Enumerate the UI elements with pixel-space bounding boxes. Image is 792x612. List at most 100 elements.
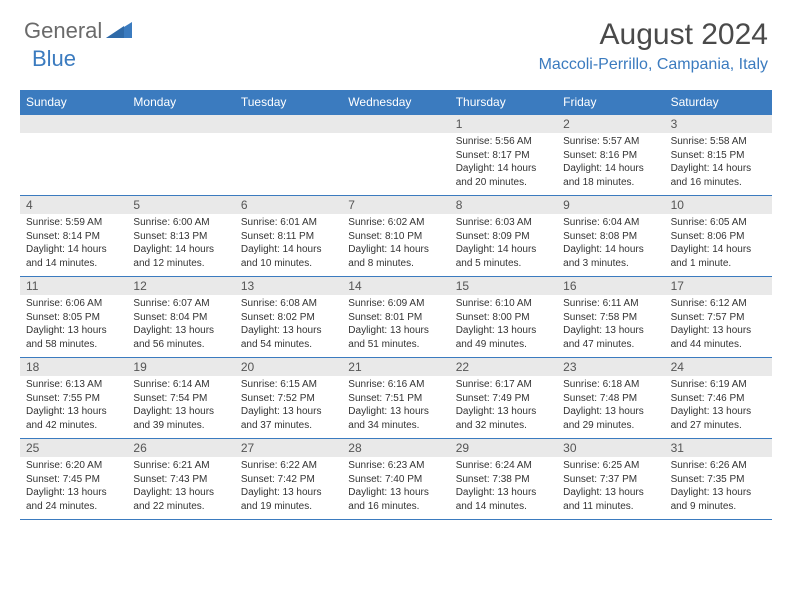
- info-row: Sunrise: 5:59 AMSunset: 8:14 PMDaylight:…: [20, 214, 772, 276]
- date-number: [235, 115, 342, 133]
- day-cell: Sunrise: 6:11 AMSunset: 7:58 PMDaylight:…: [557, 295, 664, 357]
- day-cell: Sunrise: 6:18 AMSunset: 7:48 PMDaylight:…: [557, 376, 664, 438]
- day-cell: [20, 133, 127, 195]
- date-row: 11121314151617: [20, 276, 772, 295]
- day-header-cell: Saturday: [665, 90, 772, 114]
- day-cell: Sunrise: 6:03 AMSunset: 8:09 PMDaylight:…: [450, 214, 557, 276]
- day-cell: Sunrise: 5:58 AMSunset: 8:15 PMDaylight:…: [665, 133, 772, 195]
- date-number: [342, 115, 449, 133]
- location: Maccoli-Perrillo, Campania, Italy: [539, 56, 768, 74]
- day-cell: Sunrise: 6:17 AMSunset: 7:49 PMDaylight:…: [450, 376, 557, 438]
- date-number: 5: [127, 196, 234, 214]
- day-header-cell: Monday: [127, 90, 234, 114]
- day-header-row: SundayMondayTuesdayWednesdayThursdayFrid…: [20, 90, 772, 114]
- day-cell: Sunrise: 5:59 AMSunset: 8:14 PMDaylight:…: [20, 214, 127, 276]
- date-number: 7: [342, 196, 449, 214]
- date-number: 10: [665, 196, 772, 214]
- logo-text-blue-wrap: Blue: [32, 46, 76, 72]
- logo-text-blue: Blue: [32, 46, 76, 71]
- day-cell: Sunrise: 6:20 AMSunset: 7:45 PMDaylight:…: [20, 457, 127, 519]
- day-header-cell: Sunday: [20, 90, 127, 114]
- header: General August 2024 Maccoli-Perrillo, Ca…: [0, 0, 792, 82]
- day-cell: Sunrise: 6:19 AMSunset: 7:46 PMDaylight:…: [665, 376, 772, 438]
- date-number: 24: [665, 358, 772, 376]
- date-number: 9: [557, 196, 664, 214]
- day-header-cell: Tuesday: [235, 90, 342, 114]
- date-number: 23: [557, 358, 664, 376]
- info-row: Sunrise: 6:13 AMSunset: 7:55 PMDaylight:…: [20, 376, 772, 438]
- date-row: 45678910: [20, 195, 772, 214]
- date-number: 6: [235, 196, 342, 214]
- date-number: 25: [20, 439, 127, 457]
- logo: General: [24, 18, 134, 44]
- day-cell: Sunrise: 6:24 AMSunset: 7:38 PMDaylight:…: [450, 457, 557, 519]
- logo-text-general: General: [24, 18, 102, 44]
- date-number: 26: [127, 439, 234, 457]
- day-cell: Sunrise: 6:07 AMSunset: 8:04 PMDaylight:…: [127, 295, 234, 357]
- date-number: 17: [665, 277, 772, 295]
- date-number: 28: [342, 439, 449, 457]
- date-row: 18192021222324: [20, 357, 772, 376]
- day-cell: Sunrise: 6:13 AMSunset: 7:55 PMDaylight:…: [20, 376, 127, 438]
- date-number: [127, 115, 234, 133]
- day-cell: Sunrise: 6:09 AMSunset: 8:01 PMDaylight:…: [342, 295, 449, 357]
- date-number: 19: [127, 358, 234, 376]
- date-number: 16: [557, 277, 664, 295]
- day-cell: [342, 133, 449, 195]
- date-number: [20, 115, 127, 133]
- date-number: 8: [450, 196, 557, 214]
- date-number: 31: [665, 439, 772, 457]
- day-cell: Sunrise: 6:10 AMSunset: 8:00 PMDaylight:…: [450, 295, 557, 357]
- day-cell: [235, 133, 342, 195]
- date-number: 2: [557, 115, 664, 133]
- day-header-cell: Wednesday: [342, 90, 449, 114]
- date-number: 21: [342, 358, 449, 376]
- calendar: SundayMondayTuesdayWednesdayThursdayFrid…: [20, 90, 772, 520]
- info-row: Sunrise: 5:56 AMSunset: 8:17 PMDaylight:…: [20, 133, 772, 195]
- day-cell: Sunrise: 6:26 AMSunset: 7:35 PMDaylight:…: [665, 457, 772, 519]
- day-cell: Sunrise: 5:56 AMSunset: 8:17 PMDaylight:…: [450, 133, 557, 195]
- bottom-rule: [20, 519, 772, 520]
- date-number: 27: [235, 439, 342, 457]
- day-cell: Sunrise: 6:15 AMSunset: 7:52 PMDaylight:…: [235, 376, 342, 438]
- day-cell: Sunrise: 6:22 AMSunset: 7:42 PMDaylight:…: [235, 457, 342, 519]
- month-title: August 2024: [539, 18, 768, 52]
- date-number: 3: [665, 115, 772, 133]
- calendar-weeks: 123Sunrise: 5:56 AMSunset: 8:17 PMDaylig…: [20, 114, 772, 519]
- title-block: August 2024 Maccoli-Perrillo, Campania, …: [539, 18, 768, 74]
- date-number: 12: [127, 277, 234, 295]
- day-cell: Sunrise: 6:23 AMSunset: 7:40 PMDaylight:…: [342, 457, 449, 519]
- date-number: 13: [235, 277, 342, 295]
- date-row: 123: [20, 114, 772, 133]
- day-cell: Sunrise: 6:00 AMSunset: 8:13 PMDaylight:…: [127, 214, 234, 276]
- day-cell: Sunrise: 6:01 AMSunset: 8:11 PMDaylight:…: [235, 214, 342, 276]
- day-cell: Sunrise: 6:12 AMSunset: 7:57 PMDaylight:…: [665, 295, 772, 357]
- date-number: 15: [450, 277, 557, 295]
- day-cell: Sunrise: 6:08 AMSunset: 8:02 PMDaylight:…: [235, 295, 342, 357]
- day-cell: Sunrise: 6:06 AMSunset: 8:05 PMDaylight:…: [20, 295, 127, 357]
- day-cell: Sunrise: 6:05 AMSunset: 8:06 PMDaylight:…: [665, 214, 772, 276]
- day-cell: Sunrise: 6:04 AMSunset: 8:08 PMDaylight:…: [557, 214, 664, 276]
- date-number: 1: [450, 115, 557, 133]
- day-cell: Sunrise: 6:16 AMSunset: 7:51 PMDaylight:…: [342, 376, 449, 438]
- day-cell: Sunrise: 6:02 AMSunset: 8:10 PMDaylight:…: [342, 214, 449, 276]
- logo-triangle-icon: [106, 20, 132, 43]
- date-number: 14: [342, 277, 449, 295]
- day-cell: Sunrise: 5:57 AMSunset: 8:16 PMDaylight:…: [557, 133, 664, 195]
- day-cell: [127, 133, 234, 195]
- date-number: 11: [20, 277, 127, 295]
- info-row: Sunrise: 6:20 AMSunset: 7:45 PMDaylight:…: [20, 457, 772, 519]
- date-number: 29: [450, 439, 557, 457]
- date-number: 20: [235, 358, 342, 376]
- day-header-cell: Friday: [557, 90, 664, 114]
- date-number: 4: [20, 196, 127, 214]
- date-number: 30: [557, 439, 664, 457]
- date-number: 22: [450, 358, 557, 376]
- date-row: 25262728293031: [20, 438, 772, 457]
- day-cell: Sunrise: 6:21 AMSunset: 7:43 PMDaylight:…: [127, 457, 234, 519]
- info-row: Sunrise: 6:06 AMSunset: 8:05 PMDaylight:…: [20, 295, 772, 357]
- day-cell: Sunrise: 6:25 AMSunset: 7:37 PMDaylight:…: [557, 457, 664, 519]
- day-header-cell: Thursday: [450, 90, 557, 114]
- day-cell: Sunrise: 6:14 AMSunset: 7:54 PMDaylight:…: [127, 376, 234, 438]
- date-number: 18: [20, 358, 127, 376]
